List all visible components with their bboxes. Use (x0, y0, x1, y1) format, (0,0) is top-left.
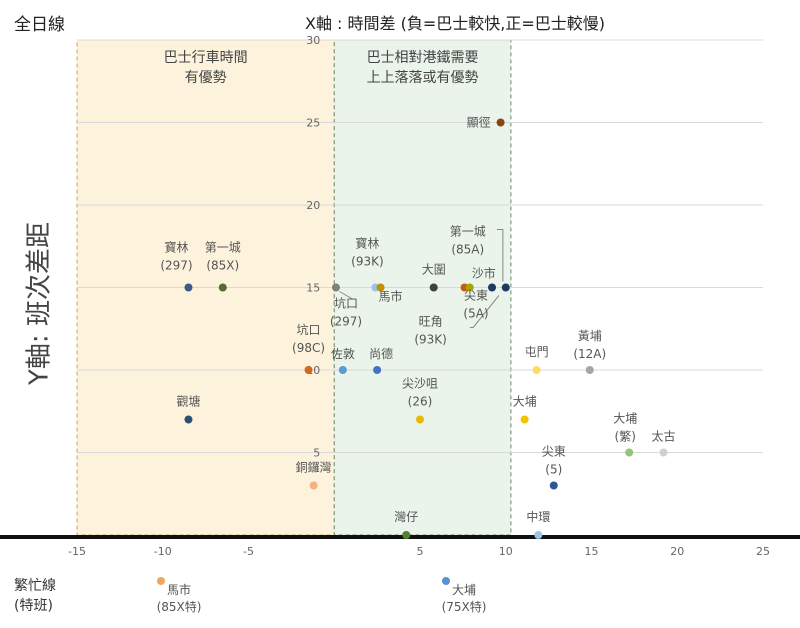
point-label-tunmen-0: 屯門 (525, 345, 549, 359)
point-shangde (373, 366, 382, 374)
point-label-shangde-0: 尚德 (369, 346, 393, 361)
y-tick-5: 5 (313, 447, 320, 460)
point-label-guantang-0: 觀塘 (176, 394, 200, 409)
leader-hangkou-297 (339, 291, 354, 300)
point-xianjing (496, 118, 505, 127)
point-hangkou-297 (331, 283, 340, 292)
x-tick--15: -15 (68, 545, 86, 558)
point-label-baolin-93k-0: 寶林 (355, 236, 379, 251)
point-label-huangpu-12a-1: (12A) (573, 347, 606, 361)
point-label-huangpu-12a-0: 黃埔 (578, 329, 602, 343)
point-label-jiandong-5a-1: (5A) (463, 307, 488, 321)
point-label-shashi-0: 沙市 (472, 266, 496, 281)
point-zuodun (338, 366, 347, 374)
point-label-baolin-297-0: 寶林 (164, 240, 188, 255)
point-label-jiandong-5a-0: 尖東 (464, 289, 488, 303)
point-label-diyicheng-85x-0: 第一城 (205, 241, 241, 255)
point-dapu (520, 415, 529, 424)
point-label-jianshaju-26-1: (26) (408, 395, 433, 409)
point-label-wanzai-0: 灣仔 (394, 510, 418, 524)
point-label-dapu-0: 大埔 (513, 395, 537, 409)
point-dapu-fan (625, 448, 634, 457)
point-label-taigu-0: 太古 (652, 429, 676, 444)
point-jiandong-5 (549, 481, 558, 490)
point-taigu (659, 448, 668, 457)
point-diyicheng-85x (218, 283, 227, 292)
point-diyicheng-85a (501, 283, 510, 292)
y-tick-30: 30 (306, 34, 320, 47)
zone-0-label-0: 巴士行車時間 (164, 49, 248, 66)
x-tick-5: 5 (417, 545, 424, 558)
point-label-hangkou-98c-1: (98C) (292, 341, 325, 355)
busy-point-label-mashi-85x-special-1: (85X特) (157, 599, 202, 614)
point-label-diyicheng-85a-0: 第一城 (450, 225, 486, 239)
scope-label: 全日線 (14, 15, 65, 35)
zone-1-label-0: 巴士相對港鐵需要 (367, 49, 479, 66)
point-wanzai (402, 531, 411, 539)
x-tick-25: 25 (756, 545, 770, 558)
point-label-jiandong-5-1: (5) (545, 463, 562, 477)
point-shashi (465, 283, 474, 292)
point-label-hangkou-297-1: (297) (330, 315, 362, 329)
point-mashi (376, 283, 385, 292)
point-label-diyicheng-85x-1: (85X) (206, 259, 239, 273)
point-label-wangjiao-93k-0: 旺角 (419, 315, 443, 329)
point-label-jiandong-5-0: 尖東 (542, 445, 566, 459)
point-label-mashi-0: 馬市 (379, 289, 403, 304)
busy-point-label-dapu-75x-special-0: 大埔 (452, 583, 476, 597)
busy-lines-label-1: (特班) (14, 598, 53, 614)
point-label-diyicheng-85a-1: (85A) (451, 243, 484, 257)
point-label-hangkou-297-0: 坑口 (334, 296, 358, 311)
point-baolin-297 (184, 283, 193, 292)
busy-point-label-mashi-85x-special-0: 馬市 (167, 582, 191, 597)
point-tongluowan (309, 481, 318, 490)
zone-1-label-1: 上上落落或有優勢 (367, 70, 479, 86)
point-label-dapu-fan-0: 大埔 (613, 412, 637, 426)
x-tick--5: -5 (243, 545, 254, 558)
point-guantang (184, 415, 193, 424)
leader-wangjiao (469, 295, 500, 328)
point-hangkou-98c (304, 366, 313, 374)
busy-point-dapu-75x-special (442, 577, 450, 585)
point-dawei (429, 283, 438, 292)
point-label-jianshaju-26-0: 尖沙咀 (402, 377, 438, 391)
point-label-dapu-fan-1: (繁) (615, 429, 636, 444)
point-label-zhonghuan-0: 中環 (526, 509, 550, 524)
point-zhonghuan (534, 531, 543, 539)
point-label-baolin-297-1: (297) (160, 259, 192, 273)
point-label-zuodun-0: 佐敦 (331, 346, 355, 361)
busy-point-mashi-85x-special (157, 577, 165, 585)
x-tick--10: -10 (154, 545, 172, 558)
x-axis-title: X軸 : 時間差 (負=巴士較快,正=巴士較慢) (305, 14, 605, 33)
y-tick-15: 15 (306, 282, 320, 295)
x-tick-20: 20 (670, 545, 684, 558)
point-label-hangkou-98c-0: 坑口 (297, 322, 321, 337)
y-tick-25: 25 (306, 117, 320, 130)
point-huangpu-12a (585, 366, 594, 374)
x-tick-10: 10 (499, 545, 513, 558)
point-label-wangjiao-93k-1: (93K) (414, 333, 447, 347)
busy-lines-label-0: 繁忙線 (14, 578, 56, 594)
point-jianshaju-26 (416, 415, 424, 424)
y-tick-20: 20 (306, 199, 320, 212)
point-tunmen (532, 366, 541, 374)
x-tick-15: 15 (585, 545, 599, 558)
point-label-xianjing-0: 顯徑 (467, 116, 491, 130)
point-label-tongluowan-0: 銅鑼灣 (296, 460, 332, 475)
zone-0-label-1: 有優勢 (185, 70, 227, 86)
busy-point-label-dapu-75x-special-1: (75X特) (442, 599, 487, 614)
point-jiandong-5a (488, 283, 497, 292)
point-label-dawei-0: 大圍 (422, 263, 446, 277)
leader-diyicheng-85a (496, 229, 504, 282)
point-label-baolin-93k-1: (93K) (351, 255, 384, 269)
